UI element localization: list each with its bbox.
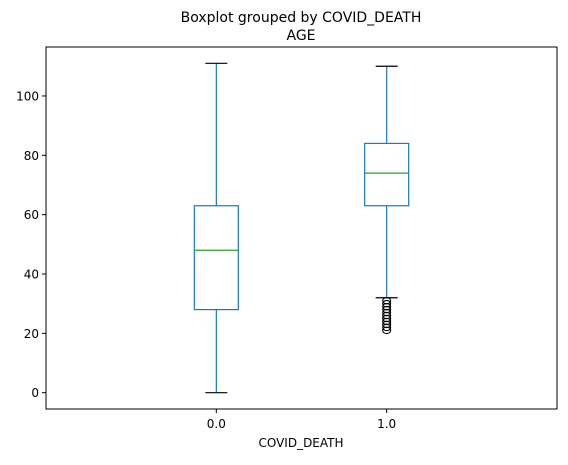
chart-title: Boxplot grouped by COVID_DEATH	[181, 10, 422, 26]
y-tick-label: 100	[16, 89, 39, 103]
y-tick-label: 80	[24, 149, 39, 163]
x-tick-label: 0.0	[207, 417, 226, 431]
chart-subtitle: AGE	[286, 28, 315, 44]
y-tick-label: 0	[31, 386, 39, 400]
x-axis-label: COVID_DEATH	[258, 436, 343, 450]
box-iqr	[193, 205, 239, 311]
y-tick-label: 40	[24, 267, 39, 281]
outlier-point	[382, 326, 392, 335]
box-iqr	[364, 142, 410, 207]
y-tick-label: 20	[24, 327, 39, 341]
axes-frame	[45, 46, 558, 410]
plot-area: 0 20 40 60 80 100 0.0 1.0	[16, 46, 558, 431]
y-tick-label: 60	[24, 208, 39, 222]
outlier-point	[382, 323, 392, 332]
x-tick-label: 1.0	[377, 417, 396, 431]
